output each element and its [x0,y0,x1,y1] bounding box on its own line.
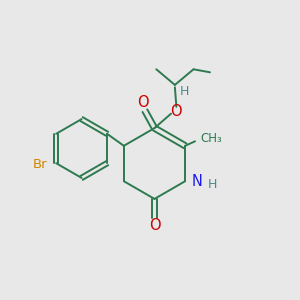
Text: H: H [208,178,217,191]
Text: CH₃: CH₃ [200,132,222,145]
Text: Br: Br [33,158,48,171]
Text: O: O [149,218,160,233]
Text: H: H [180,85,189,98]
Text: N: N [192,174,203,189]
Text: O: O [138,95,149,110]
Text: O: O [171,104,182,119]
